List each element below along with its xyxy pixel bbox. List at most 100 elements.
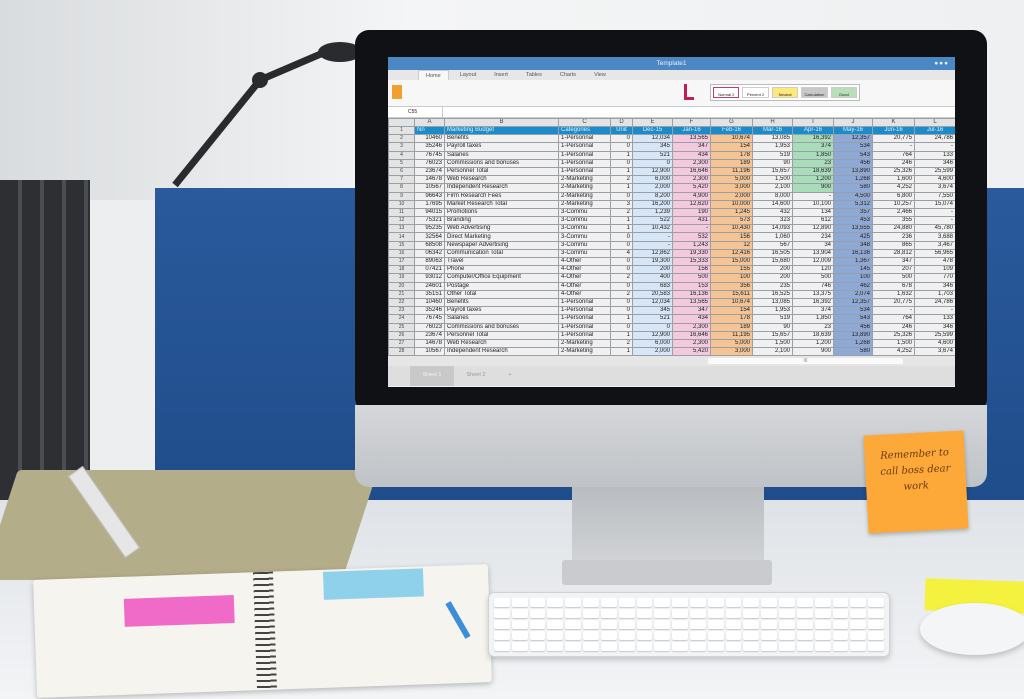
row-number[interactable]: 10 xyxy=(388,199,415,209)
cell[interactable]: 14,600 xyxy=(752,199,793,209)
cell[interactable]: 15,333 xyxy=(672,256,711,267)
add-sheet-button[interactable]: + xyxy=(508,372,512,379)
cell[interactable]: 25,599 xyxy=(914,166,955,177)
cell[interactable]: 13,085 xyxy=(752,134,793,144)
cell[interactable]: Travel xyxy=(444,256,559,267)
cell[interactable]: 133 xyxy=(914,314,955,324)
cell[interactable]: 89063 xyxy=(414,256,445,267)
cell[interactable]: 156 xyxy=(710,232,753,242)
cell[interactable]: 2,000 xyxy=(632,183,673,193)
cell[interactable]: Communication Total xyxy=(444,248,559,259)
style-normal-2[interactable]: Normal 2 xyxy=(713,87,740,98)
cell[interactable]: 573 xyxy=(710,216,753,226)
cell[interactable]: - xyxy=(914,306,955,316)
cell[interactable]: 6,800 xyxy=(872,191,915,201)
cell[interactable]: 32564 xyxy=(414,232,445,242)
cell[interactable]: 23 xyxy=(792,322,834,332)
cell[interactable]: Web Research xyxy=(444,338,559,349)
cell[interactable]: 178 xyxy=(710,314,753,324)
cell[interactable]: 521 xyxy=(632,150,673,160)
cell[interactable]: 13,904 xyxy=(792,248,834,259)
cell[interactable]: 0 xyxy=(610,306,633,316)
cell[interactable]: 456 xyxy=(833,158,873,168)
cell[interactable]: 178 xyxy=(710,150,753,160)
cell[interactable]: Personnel Total xyxy=(444,166,559,177)
cell[interactable]: 770 xyxy=(914,273,955,283)
cell[interactable]: 323 xyxy=(752,216,793,226)
cell[interactable]: 1,500 xyxy=(752,175,793,185)
cell[interactable]: Branding xyxy=(444,216,559,226)
cell[interactable]: 13,375 xyxy=(792,289,834,299)
cell[interactable]: 345 xyxy=(632,142,673,152)
cell[interactable]: 0 xyxy=(610,322,633,332)
cell[interactable]: 2,300 xyxy=(672,175,711,185)
cell[interactable]: 2-Marketing xyxy=(558,175,611,185)
cell[interactable]: 76023 xyxy=(414,158,445,168)
cell[interactable]: Jun-16 xyxy=(872,125,915,136)
cell[interactable]: 3,674 xyxy=(914,183,955,193)
cell[interactable]: 4-Other xyxy=(558,256,611,267)
cell[interactable]: Jan-16 xyxy=(672,125,711,136)
cell[interactable]: 15,611 xyxy=(710,289,753,299)
cell[interactable]: Feb-16 xyxy=(710,125,753,136)
cell[interactable]: 35151 xyxy=(414,289,445,299)
cell[interactable]: 2,074 xyxy=(833,289,873,299)
cell[interactable]: 207 xyxy=(872,265,915,275)
cell[interactable]: 189 xyxy=(710,158,753,168)
cell[interactable]: 1 xyxy=(610,330,633,340)
cell[interactable]: 1,500 xyxy=(872,338,915,349)
column-header[interactable]: L xyxy=(914,118,955,127)
cell[interactable]: 12,620 xyxy=(672,199,711,209)
cell[interactable]: 1,600 xyxy=(872,175,915,185)
cell[interactable]: Nn xyxy=(414,125,445,136)
cell[interactable]: 346 xyxy=(914,158,955,168)
cell[interactable]: 1 xyxy=(610,224,633,234)
cell[interactable]: 12,890 xyxy=(792,224,834,234)
cell[interactable]: 13,890 xyxy=(833,330,873,340)
cell[interactable]: 478 xyxy=(914,256,955,267)
cell[interactable]: 3,467 xyxy=(914,240,955,250)
cell[interactable]: 2,000 xyxy=(632,347,673,357)
cell[interactable]: 19,300 xyxy=(632,256,673,267)
cell[interactable]: 0 xyxy=(632,158,673,168)
cell[interactable]: 68508 xyxy=(414,240,445,250)
cell[interactable]: 145 xyxy=(833,265,873,275)
cell[interactable]: 8,200 xyxy=(632,191,673,201)
cell[interactable]: 500 xyxy=(792,273,834,283)
cell[interactable]: 1 xyxy=(610,166,633,177)
cell[interactable]: 2,300 xyxy=(672,338,711,349)
cell[interactable]: 5,312 xyxy=(833,199,873,209)
cell[interactable]: 1-Personnal xyxy=(558,150,611,160)
row-number[interactable]: 26 xyxy=(388,330,415,340)
cell[interactable]: 10,000 xyxy=(710,199,753,209)
cell[interactable]: 5,420 xyxy=(672,183,711,193)
cell[interactable]: 12,357 xyxy=(833,297,873,308)
cell[interactable]: 456 xyxy=(833,322,873,332)
cell[interactable]: 93012 xyxy=(414,273,445,283)
cell[interactable]: 3-Commu xyxy=(558,216,611,226)
cell[interactable]: 900 xyxy=(792,183,834,193)
cell[interactable]: Market Research Total xyxy=(444,199,559,209)
column-header[interactable]: J xyxy=(833,118,873,127)
cell[interactable]: 355 xyxy=(872,216,915,226)
cell[interactable]: 567 xyxy=(752,240,793,250)
cell[interactable]: 16,525 xyxy=(752,289,793,299)
column-header[interactable]: D xyxy=(610,118,633,127)
row-number[interactable]: 6 xyxy=(388,166,415,177)
cell[interactable]: 1,200 xyxy=(792,338,834,349)
cell[interactable]: Commissions and bonuses xyxy=(444,158,559,168)
column-header[interactable]: K xyxy=(872,118,915,127)
cell[interactable]: 3-Commu xyxy=(558,232,611,242)
sheet-tab-1[interactable]: Sheet 1 xyxy=(410,366,454,387)
cell[interactable]: 347 xyxy=(872,256,915,267)
conditional-format-icon[interactable] xyxy=(684,84,694,100)
column-header[interactable]: C xyxy=(558,118,611,127)
cell-reference[interactable]: C55 xyxy=(388,107,443,117)
row-number[interactable]: 11 xyxy=(388,207,415,218)
cell[interactable]: 434 xyxy=(672,314,711,324)
cell[interactable]: 3,000 xyxy=(710,183,753,193)
cell[interactable]: 154 xyxy=(710,142,753,152)
cell[interactable]: - xyxy=(632,240,673,250)
cell[interactable]: 94015 xyxy=(414,207,445,218)
cell[interactable]: 10567 xyxy=(414,347,445,357)
